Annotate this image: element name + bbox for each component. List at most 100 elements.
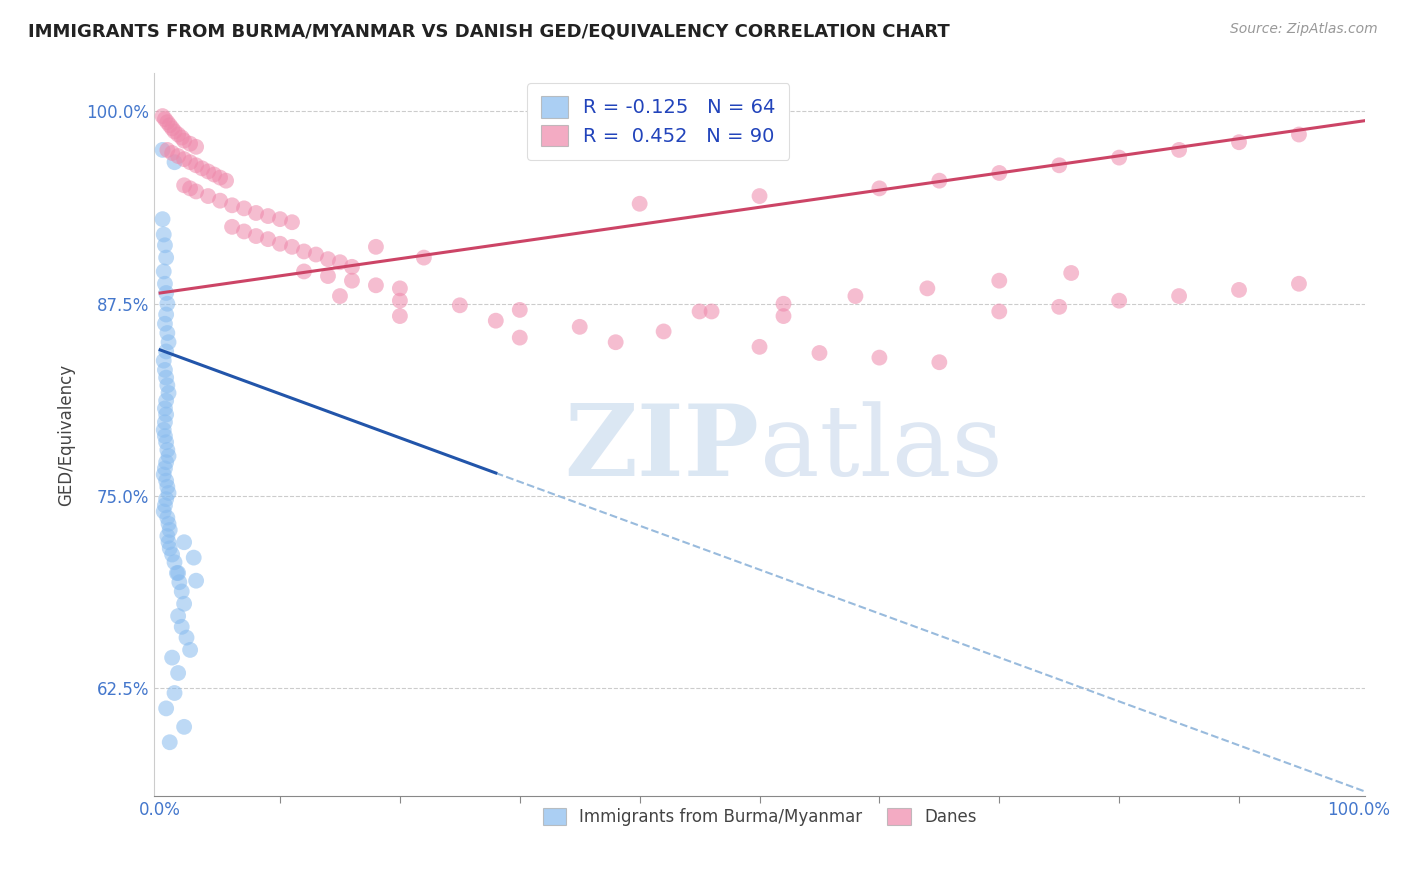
Point	[156, 115, 179, 129]
Point	[153, 363, 176, 377]
Point	[628, 196, 651, 211]
Point	[868, 181, 890, 195]
Point	[184, 185, 207, 199]
Point	[155, 701, 177, 715]
Point	[292, 244, 315, 259]
Point	[257, 232, 280, 246]
Point	[156, 297, 179, 311]
Point	[928, 174, 950, 188]
Point	[153, 317, 176, 331]
Point	[152, 227, 174, 242]
Point	[1227, 283, 1250, 297]
Point	[245, 206, 267, 220]
Point	[748, 340, 770, 354]
Point	[808, 346, 831, 360]
Point	[1288, 277, 1310, 291]
Point	[364, 278, 387, 293]
Point	[179, 181, 201, 195]
Point	[173, 178, 195, 193]
Point	[269, 212, 291, 227]
Point	[176, 631, 198, 645]
Point	[1047, 300, 1070, 314]
Point	[157, 335, 180, 350]
Point	[155, 492, 177, 507]
Point	[221, 219, 243, 234]
Point	[449, 298, 471, 312]
Point	[844, 289, 866, 303]
Point	[152, 504, 174, 518]
Point	[160, 146, 183, 161]
Point	[155, 408, 177, 422]
Point	[153, 498, 176, 512]
Point	[155, 285, 177, 300]
Point	[167, 665, 190, 680]
Point	[155, 474, 177, 488]
Point	[152, 212, 174, 227]
Point	[152, 143, 174, 157]
Point	[179, 643, 201, 657]
Point	[155, 455, 177, 469]
Point	[157, 449, 180, 463]
Point	[179, 155, 201, 169]
Point	[340, 274, 363, 288]
Text: IMMIGRANTS FROM BURMA/MYANMAR VS DANISH GED/EQUIVALENCY CORRELATION CHART: IMMIGRANTS FROM BURMA/MYANMAR VS DANISH …	[28, 22, 950, 40]
Point	[153, 429, 176, 443]
Point	[1168, 289, 1191, 303]
Point	[388, 309, 411, 323]
Point	[316, 268, 339, 283]
Point	[156, 326, 179, 340]
Point	[191, 161, 214, 176]
Point	[155, 393, 177, 408]
Point	[156, 378, 179, 392]
Point	[269, 236, 291, 251]
Point	[292, 264, 315, 278]
Point	[159, 541, 181, 556]
Point	[155, 370, 177, 384]
Point	[868, 351, 890, 365]
Point	[167, 149, 190, 163]
Point	[388, 293, 411, 308]
Point	[170, 584, 193, 599]
Point	[209, 194, 232, 208]
Point	[152, 353, 174, 368]
Point	[156, 510, 179, 524]
Point	[485, 314, 508, 328]
Point	[689, 304, 711, 318]
Point	[917, 281, 939, 295]
Point	[173, 535, 195, 549]
Point	[163, 155, 186, 169]
Point	[209, 170, 232, 185]
Point	[700, 304, 723, 318]
Point	[153, 461, 176, 475]
Point	[167, 609, 190, 624]
Point	[153, 415, 176, 429]
Point	[159, 118, 181, 132]
Point	[316, 252, 339, 267]
Point	[159, 735, 181, 749]
Point	[221, 198, 243, 212]
Point	[152, 467, 174, 482]
Point	[157, 516, 180, 531]
Point	[245, 229, 267, 244]
Point	[170, 130, 193, 145]
Point	[281, 215, 304, 229]
Point	[179, 136, 201, 151]
Point	[160, 548, 183, 562]
Point	[215, 174, 238, 188]
Point	[159, 523, 181, 537]
Point	[183, 550, 205, 565]
Point	[173, 597, 195, 611]
Point	[197, 189, 219, 203]
Point	[163, 555, 186, 569]
Point	[1168, 143, 1191, 157]
Point	[605, 335, 627, 350]
Point	[153, 401, 176, 416]
Point	[156, 442, 179, 457]
Point	[157, 486, 180, 500]
Point	[173, 134, 195, 148]
Point	[568, 319, 591, 334]
Point	[156, 480, 179, 494]
Point	[153, 238, 176, 252]
Point	[412, 251, 434, 265]
Point	[748, 189, 770, 203]
